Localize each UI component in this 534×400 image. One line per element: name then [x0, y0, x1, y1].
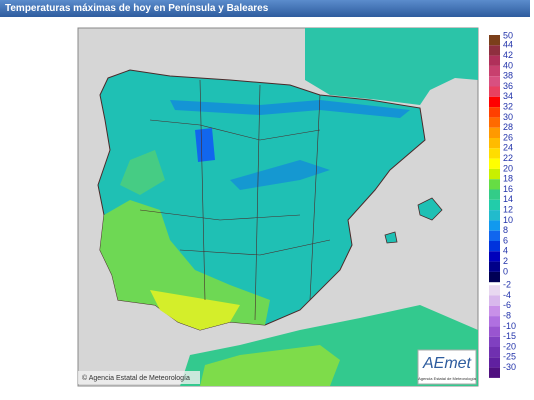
legend-swatch: [489, 158, 500, 169]
credit: © Agencia Estatal de Meteorología: [82, 374, 190, 382]
legend-label: 4: [503, 246, 508, 256]
legend-label: 6: [503, 235, 508, 245]
legend-swatch: [489, 107, 500, 118]
legend-swatch: [489, 305, 500, 317]
legend-label: -2: [503, 280, 511, 290]
legend-swatch: [489, 168, 500, 180]
legend-swatch: [489, 148, 500, 159]
legend-label: 40: [503, 60, 513, 70]
legend-label: -25: [503, 352, 516, 362]
africa-warm: [200, 345, 340, 386]
header-title: Temperaturas máximas de hoy en Península…: [5, 3, 269, 14]
legend-swatch: [489, 210, 500, 221]
legend-swatch: [489, 199, 500, 211]
legend-label: 8: [503, 225, 508, 235]
west-warm: [120, 150, 165, 195]
legend-label: 50: [503, 30, 513, 40]
cold-spot: [195, 128, 215, 162]
legend-label: 2: [503, 256, 508, 266]
legend-swatch: [489, 367, 500, 378]
southwest-warm: [100, 200, 270, 330]
legend-label: 14: [503, 194, 513, 204]
legend-swatch: [489, 336, 500, 347]
legend-swatch: [489, 261, 500, 272]
logo-box: [417, 349, 477, 385]
logo: AEmet: [422, 355, 472, 372]
legend-swatch: [489, 230, 500, 241]
legend-label: 28: [503, 122, 513, 132]
legend-swatch: [489, 316, 500, 327]
legend-swatch: [489, 86, 500, 97]
france: [305, 28, 478, 105]
legend-swatch: [489, 45, 500, 56]
legend-swatch: [489, 55, 500, 66]
legend-label: 26: [503, 132, 513, 142]
legend-swatch: [489, 117, 500, 128]
legend-swatch: [489, 326, 500, 337]
legend-label: 38: [503, 71, 513, 81]
legend-label: -4: [503, 290, 511, 300]
legend-swatch: [489, 76, 500, 87]
legend-label: 16: [503, 184, 513, 194]
legend-label: 12: [503, 204, 513, 214]
legend-label: 10: [503, 215, 513, 225]
legend-swatch: [489, 271, 500, 283]
legend-swatch: [489, 220, 500, 231]
legend-label: 30: [503, 112, 513, 122]
legend-label: -8: [503, 310, 511, 320]
legend-label: 36: [503, 81, 513, 91]
header-bar: Temperaturas máximas de hoy en Península…: [0, 0, 530, 17]
legend-label: -20: [503, 341, 516, 351]
legend-label: -15: [503, 331, 516, 341]
legend-label: -10: [503, 321, 516, 331]
legend-swatch: [489, 127, 500, 138]
legend-swatch: [489, 241, 500, 252]
legend-swatch: [489, 35, 500, 46]
legend-label: 34: [503, 91, 513, 101]
logo-caption: Agencia Estatal de Meteorología: [418, 376, 477, 381]
legend-label: 24: [503, 143, 513, 153]
mallorca: [417, 197, 443, 221]
credit-box: [78, 371, 200, 384]
ibiza: [384, 231, 398, 244]
legend-label: 20: [503, 163, 513, 173]
legend-label: -30: [503, 362, 516, 372]
legend-swatch: [489, 189, 500, 200]
central-cool: [230, 160, 330, 190]
legend-swatch: [489, 285, 500, 296]
legend-swatch: [489, 65, 500, 77]
legend-label: 42: [503, 50, 513, 60]
legend-label: 44: [503, 40, 513, 50]
legend: 5044424038363432302826242220181614121086…: [489, 30, 516, 378]
legend-label: 32: [503, 101, 513, 111]
cantabrian-cool: [170, 100, 410, 118]
legend-label: 22: [503, 153, 513, 163]
legend-swatch: [489, 295, 500, 306]
legend-label: 18: [503, 174, 513, 184]
legend-swatch: [489, 138, 500, 149]
legend-label: -6: [503, 300, 511, 310]
legend-swatch: [489, 179, 500, 190]
legend-label: 0: [503, 266, 508, 276]
legend-swatch: [489, 96, 500, 108]
province-borders: [139, 79, 331, 321]
guadalquivir-hot: [150, 290, 240, 330]
legend-swatch: [489, 347, 500, 358]
legend-swatch: [489, 251, 500, 262]
legend-swatch: [489, 357, 500, 368]
